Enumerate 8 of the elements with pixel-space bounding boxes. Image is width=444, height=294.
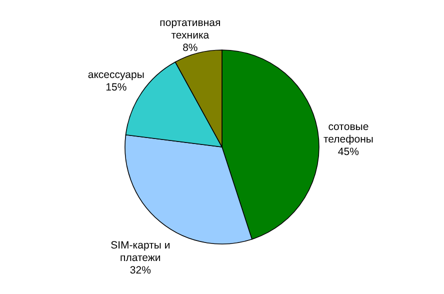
data-label: 8% — [182, 42, 198, 54]
data-label: 32% — [130, 264, 151, 277]
data-label: 15% — [106, 82, 127, 94]
slice-label: портативная техника — [160, 17, 221, 42]
data-label: 45% — [338, 146, 359, 158]
slice-label: аксессуары — [88, 69, 144, 82]
slice-label: SIM-карты и платежи — [110, 240, 170, 264]
slice-label: сотовые телефоны — [323, 120, 374, 146]
